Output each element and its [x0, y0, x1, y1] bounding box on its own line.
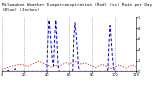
Text: Milwaukee Weather Evapotranspiration (Red) (vs) Rain per Day (Blue) (Inches): Milwaukee Weather Evapotranspiration (Re… — [2, 3, 152, 12]
